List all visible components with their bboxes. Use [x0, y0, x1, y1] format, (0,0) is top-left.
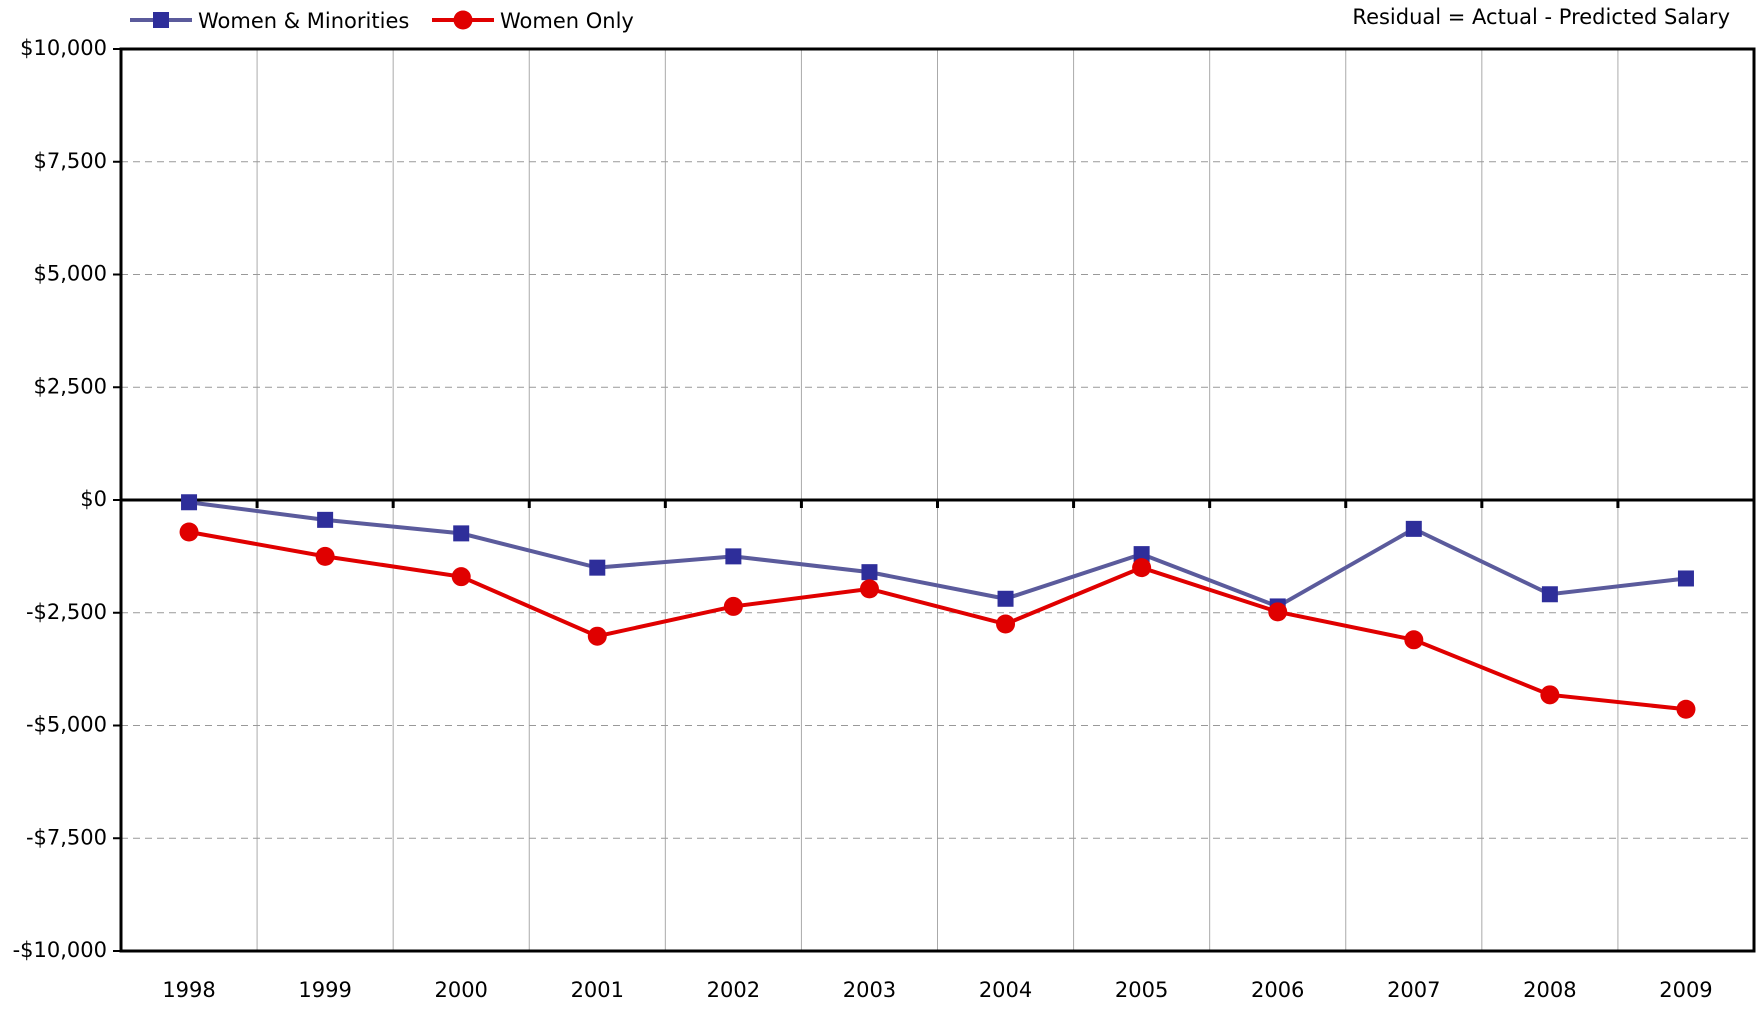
x-tick-label: 2008: [1523, 978, 1576, 1002]
y-tick-label: -$5,000: [26, 713, 107, 737]
x-tick-label: 2007: [1387, 978, 1440, 1002]
x-tick-label: 2000: [434, 978, 487, 1002]
data-point: [1132, 558, 1152, 578]
data-point: [1541, 586, 1558, 603]
y-tick-label: -$10,000: [13, 938, 107, 962]
data-point: [1540, 685, 1560, 705]
data-point: [1405, 520, 1422, 537]
legend-label: Women Only: [500, 9, 634, 33]
data-point: [1677, 570, 1694, 587]
data-point: [861, 564, 878, 581]
y-tick-label: -$7,500: [26, 825, 107, 849]
data-point: [315, 546, 335, 566]
data-point: [317, 511, 334, 528]
x-tick-label: 2004: [979, 978, 1032, 1002]
data-point: [589, 559, 606, 576]
data-point: [179, 522, 199, 542]
data-point: [451, 567, 471, 587]
legend-marker: [153, 12, 169, 28]
data-point: [723, 596, 743, 616]
y-tick-label: $5,000: [34, 262, 107, 286]
y-tick-label: -$2,500: [26, 600, 107, 624]
y-tick-label: $2,500: [34, 374, 107, 398]
x-tick-label: 2005: [1115, 978, 1168, 1002]
data-point: [859, 579, 879, 599]
data-point: [1404, 630, 1424, 650]
x-tick-label: 2006: [1251, 978, 1304, 1002]
data-point: [587, 626, 607, 646]
y-tick-label: $0: [80, 487, 107, 511]
data-point: [1268, 602, 1288, 622]
data-point: [453, 525, 470, 542]
x-tick-label: 1998: [162, 978, 215, 1002]
data-point: [725, 548, 742, 565]
legend-label: Women & Minorities: [198, 9, 409, 33]
plot-frame: [119, 47, 1756, 953]
x-tick-label: 2003: [843, 978, 896, 1002]
x-tick-label: 2009: [1659, 978, 1712, 1002]
series-line: [188, 500, 1687, 609]
x-tick-label: 1999: [298, 978, 351, 1002]
x-tick-label: 2002: [707, 978, 760, 1002]
data-point: [1133, 546, 1150, 563]
annotation: Residual = Actual - Predicted Salary: [1352, 5, 1730, 29]
legend-marker: [453, 10, 473, 30]
data-point: [997, 590, 1014, 607]
y-tick-label: $10,000: [20, 36, 107, 60]
series-line: [188, 530, 1687, 712]
x-tick-label: 2001: [571, 978, 624, 1002]
y-tick-label: $7,500: [34, 149, 107, 173]
data-point: [1676, 699, 1696, 719]
data-point: [181, 494, 198, 511]
data-point: [996, 614, 1016, 634]
